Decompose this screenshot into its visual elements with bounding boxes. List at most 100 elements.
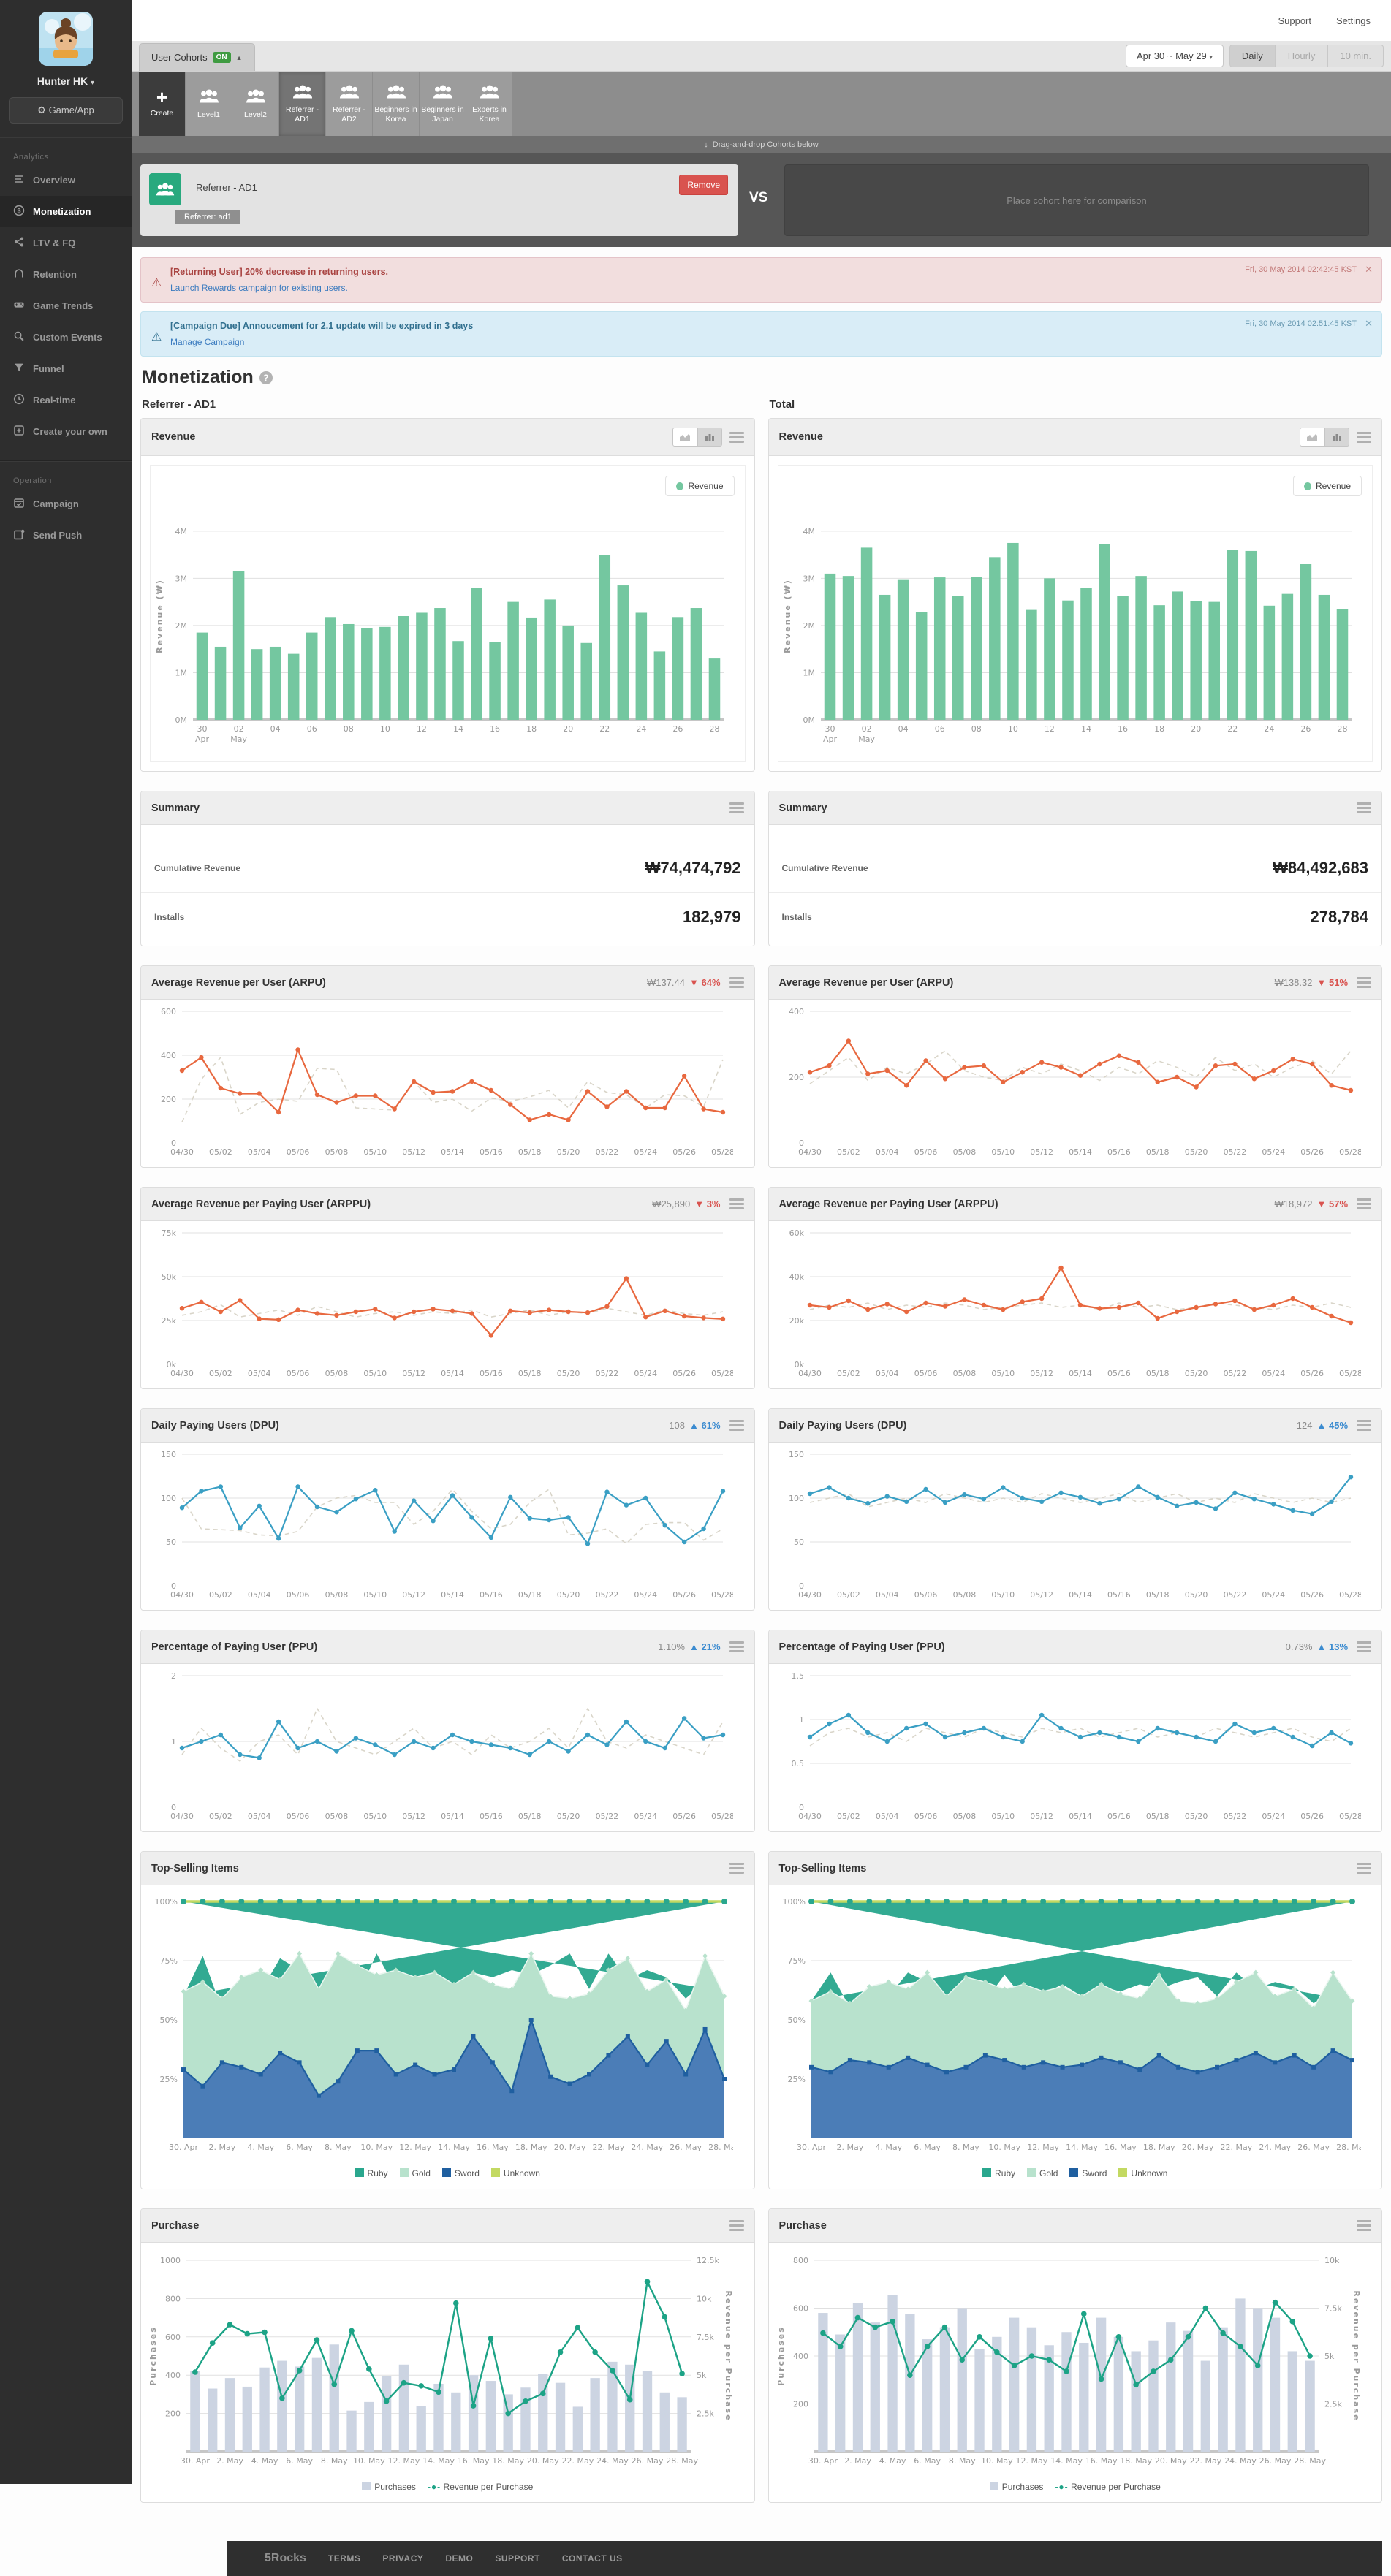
svg-text:05/04: 05/04 [248,1812,271,1821]
panel-daily-paying-users-dpu-: Daily Paying Users (DPU) 124 ▲ 45% 0 50 100 15… [767,1408,1382,1611]
users-icon [338,84,360,102]
area-chart-toggle[interactable] [672,428,697,447]
panel-menu-icon[interactable] [1357,1861,1371,1876]
cohort-tab-referrer-ad2[interactable]: Referrer - AD2 [326,72,372,136]
svg-text:8. May: 8. May [325,2143,352,2152]
panel-menu-icon[interactable] [729,2218,744,2233]
svg-text:1: 1 [171,1737,176,1747]
footer-link-terms[interactable]: TERMS [327,2553,361,2564]
panel-menu-icon[interactable] [1357,975,1371,990]
panel-menu-icon[interactable] [1357,1639,1371,1654]
panel-menu-icon[interactable] [729,1196,744,1212]
svg-text:05/18: 05/18 [1145,1590,1169,1600]
panel-menu-icon[interactable] [729,1418,744,1433]
arrow-down-icon: ↓ [704,140,708,149]
svg-text:26. May: 26. May [1259,2456,1291,2466]
footer-link-demo[interactable]: DEMO [445,2553,474,2564]
panel-menu-icon[interactable] [1357,2218,1371,2233]
svg-text:05/14: 05/14 [441,1369,464,1378]
sidebar-item-monetization[interactable]: $ Monetization [0,196,132,227]
alert-link[interactable]: Manage Campaign [170,337,245,347]
svg-text:600: 600 [165,2333,181,2342]
svg-text:05/26: 05/26 [1300,1147,1324,1157]
alert-link[interactable]: Launch Rewards campaign for existing use… [170,283,348,293]
bar-chart-toggle[interactable] [1324,428,1349,447]
svg-text:05/06: 05/06 [914,1812,937,1821]
close-icon[interactable]: ✕ [1365,264,1373,275]
panel-menu-icon[interactable] [729,800,744,816]
svg-text:05/16: 05/16 [480,1147,503,1157]
footer-link-contact-us[interactable]: CONTACT US [561,2553,623,2564]
cohort-tab-referrer-ad1[interactable]: Referrer - AD1 [279,72,325,136]
svg-text:75%: 75% [160,1956,178,1966]
panel-menu-icon[interactable] [1357,1418,1371,1433]
summary-value: ₩84,492,683 [1273,859,1368,877]
help-icon[interactable]: ? [259,371,273,384]
panel-title: Average Revenue per Paying User (ARPPU) [151,1198,371,1210]
bar-chart-toggle[interactable] [697,428,722,447]
chart-stack: 25% 50% 75% 100% 30. Apr 2. May 4. May 6. May 8.… [144,1890,751,2165]
cohort-tab-experts-in-korea[interactable]: Experts in Korea [466,72,512,136]
summary-label: Cumulative Revenue [781,863,868,873]
granularity-10-min-[interactable]: 10 min. [1327,45,1384,67]
user-cohorts-tab[interactable]: User Cohorts ON ▲ [139,43,255,71]
panel-menu-icon[interactable] [729,430,744,445]
svg-text:7.5k: 7.5k [697,2333,714,2342]
panel-menu-icon[interactable] [729,1639,744,1654]
svg-text:4M: 4M [175,527,188,536]
sidebar-item-custom-events[interactable]: Custom Events [0,322,132,353]
svg-text:05/28: 05/28 [1339,1369,1361,1378]
svg-text:05/24: 05/24 [1262,1590,1285,1600]
sidebar-item-funnel[interactable]: Funnel [0,353,132,384]
footer: 5Rocks TERMS PRIVACY DEMO SUPPORT CONTACT US [227,2541,1382,2576]
sidebar-item-game-trends[interactable]: Game Trends [0,290,132,322]
area-chart-toggle[interactable] [1300,428,1324,447]
sidebar-item-ltv-fq[interactable]: LTV & FQ [0,227,132,259]
settings-link[interactable]: Settings [1336,15,1371,26]
panel-average-revenue-per-user-arpu-: Average Revenue per User (ARPU) ₩137.44 ▼ … [140,965,755,1168]
date-range-picker[interactable]: Apr 30 ~ May 29 ▾ [1125,45,1224,67]
sidebar-item-campaign[interactable]: Campaign [0,488,132,520]
game-app-button[interactable]: ⚙ Game/App [9,97,123,124]
svg-text:05/02: 05/02 [837,1369,860,1378]
panel-menu-icon[interactable] [1357,800,1371,816]
sidebar-item-create-your-own[interactable]: Create your own [0,416,132,447]
avatar [39,12,93,66]
cohort-dropzone[interactable]: Place cohort here for comparison [784,164,1369,236]
svg-text:05/08: 05/08 [952,1590,976,1600]
selected-cohort-card[interactable]: Referrer - AD1 Remove Referrer: ad1 [140,164,738,236]
metric-value: ₩25,890 [652,1198,691,1209]
granularity-daily[interactable]: Daily [1229,45,1276,67]
footer-link-support[interactable]: SUPPORT [495,2553,540,2564]
cohort-tab-beginners-in-korea[interactable]: Beginners in Korea [373,72,419,136]
cohort-filter-tag: Referrer: ad1 [175,210,240,224]
user-menu[interactable]: Hunter HK ▾ [0,75,132,87]
panel-menu-icon[interactable] [729,1861,744,1876]
sidebar-item-real-time[interactable]: Real-time [0,384,132,416]
svg-text:1M: 1M [803,668,815,677]
svg-text:600: 600 [161,1007,176,1017]
close-icon[interactable]: ✕ [1365,318,1373,329]
summary-label: Installs [781,912,812,922]
sidebar-item-send-push[interactable]: Send Push [0,520,132,551]
create-cohort-button[interactable]: + Create [139,72,185,136]
sidebar-item-retention[interactable]: Retention [0,259,132,290]
cohort-tab-level1[interactable]: Level1 [186,72,232,136]
panel-menu-icon[interactable] [729,975,744,990]
footer-link-privacy[interactable]: PRIVACY [382,2553,424,2564]
svg-text:05/28: 05/28 [711,1147,733,1157]
panel-title: Purchase [151,2219,200,2232]
panel-menu-icon[interactable] [1357,430,1371,445]
granularity-hourly[interactable]: Hourly [1275,45,1328,67]
svg-text:3M: 3M [175,574,188,583]
cohort-tab-beginners-in-japan[interactable]: Beginners in Japan [420,72,466,136]
selected-cohort-name: Referrer - AD1 [196,182,257,193]
cohort-tab-level2[interactable]: Level2 [232,72,278,136]
svg-text:26. May: 26. May [1297,2143,1330,2152]
panel-menu-icon[interactable] [1357,1196,1371,1212]
sidebar-item-overview[interactable]: Overview [0,164,132,196]
svg-text:05/22: 05/22 [1223,1590,1246,1600]
support-link[interactable]: Support [1278,15,1312,26]
remove-button[interactable]: Remove [679,175,728,195]
